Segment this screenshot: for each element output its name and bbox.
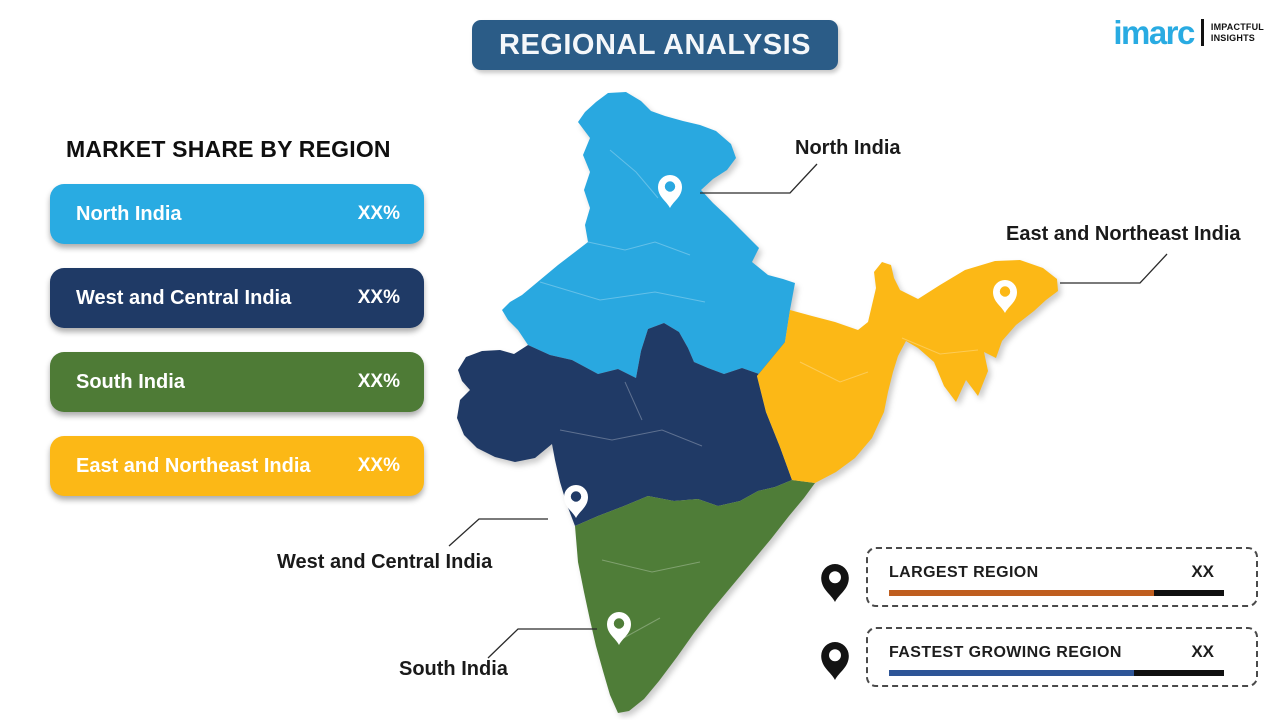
- largest-region-pin-icon: [821, 564, 849, 602]
- legend-label: North India: [76, 202, 182, 225]
- fastest-growing-region-callout: FASTEST GROWING REGION XX: [866, 627, 1258, 687]
- logo-divider: [1200, 19, 1204, 46]
- legend-value: XX%: [357, 203, 400, 224]
- page-title: REGIONAL ANALYSIS: [499, 28, 811, 61]
- largest-region-label: LARGEST REGION: [889, 564, 1039, 581]
- legend-value: XX%: [357, 371, 400, 392]
- title-banner: REGIONAL ANALYSIS: [472, 20, 838, 70]
- legend-label: East and Northeast India: [76, 454, 311, 477]
- connector-west-central-india: [448, 518, 548, 547]
- connector-north-india: [700, 163, 818, 194]
- largest-region-bar-track: [889, 590, 1224, 596]
- map-region-north-india: [502, 92, 795, 378]
- legend-label: West and Central India: [76, 286, 292, 309]
- map-region-south-india: [575, 480, 815, 713]
- imarc-logo: imarc IMPACTFUL INSIGHTS: [1113, 16, 1264, 49]
- fastest-growing-region-label: FASTEST GROWING REGION: [889, 644, 1122, 661]
- connector-east-northeast-india: [1060, 253, 1168, 284]
- legend-value: XX%: [357, 455, 400, 476]
- imarc-wordmark: imarc: [1113, 14, 1195, 51]
- fastest-growing-region-value: XX: [1191, 642, 1214, 661]
- map-label-south-india: South India: [399, 658, 508, 680]
- legend-value: XX%: [357, 287, 400, 308]
- largest-region-bar-fill: [889, 590, 1154, 596]
- logo-tagline: IMPACTFUL INSIGHTS: [1210, 21, 1264, 43]
- connector-south-india: [487, 628, 597, 659]
- map-region-west-central-india: [457, 323, 792, 526]
- map-label-east-northeast-india: East and Northeast India: [1006, 223, 1241, 245]
- legend-bar-north-india: North India XX%: [50, 184, 424, 244]
- legend-bar-east-northeast-india: East and Northeast India XX%: [50, 436, 424, 496]
- market-share-heading: MARKET SHARE BY REGION: [66, 136, 391, 162]
- legend-bar-south-india: South India XX%: [50, 352, 424, 412]
- map-region-east-northeast-india: [757, 260, 1058, 483]
- map-label-west-central-india: West and Central India: [277, 551, 493, 573]
- map-label-north-india: North India: [795, 137, 901, 159]
- state-boundary-lines: [539, 149, 979, 641]
- fastest-growing-region-bar-track: [889, 670, 1224, 676]
- fastest-growing-region-bar-fill: [889, 670, 1134, 676]
- largest-region-callout: LARGEST REGION XX: [866, 547, 1258, 607]
- legend-label: South India: [76, 370, 185, 393]
- legend-bar-west-central-india: West and Central India XX%: [50, 268, 424, 328]
- fastest-growing-region-pin-icon: [821, 642, 849, 680]
- largest-region-value: XX: [1191, 562, 1214, 581]
